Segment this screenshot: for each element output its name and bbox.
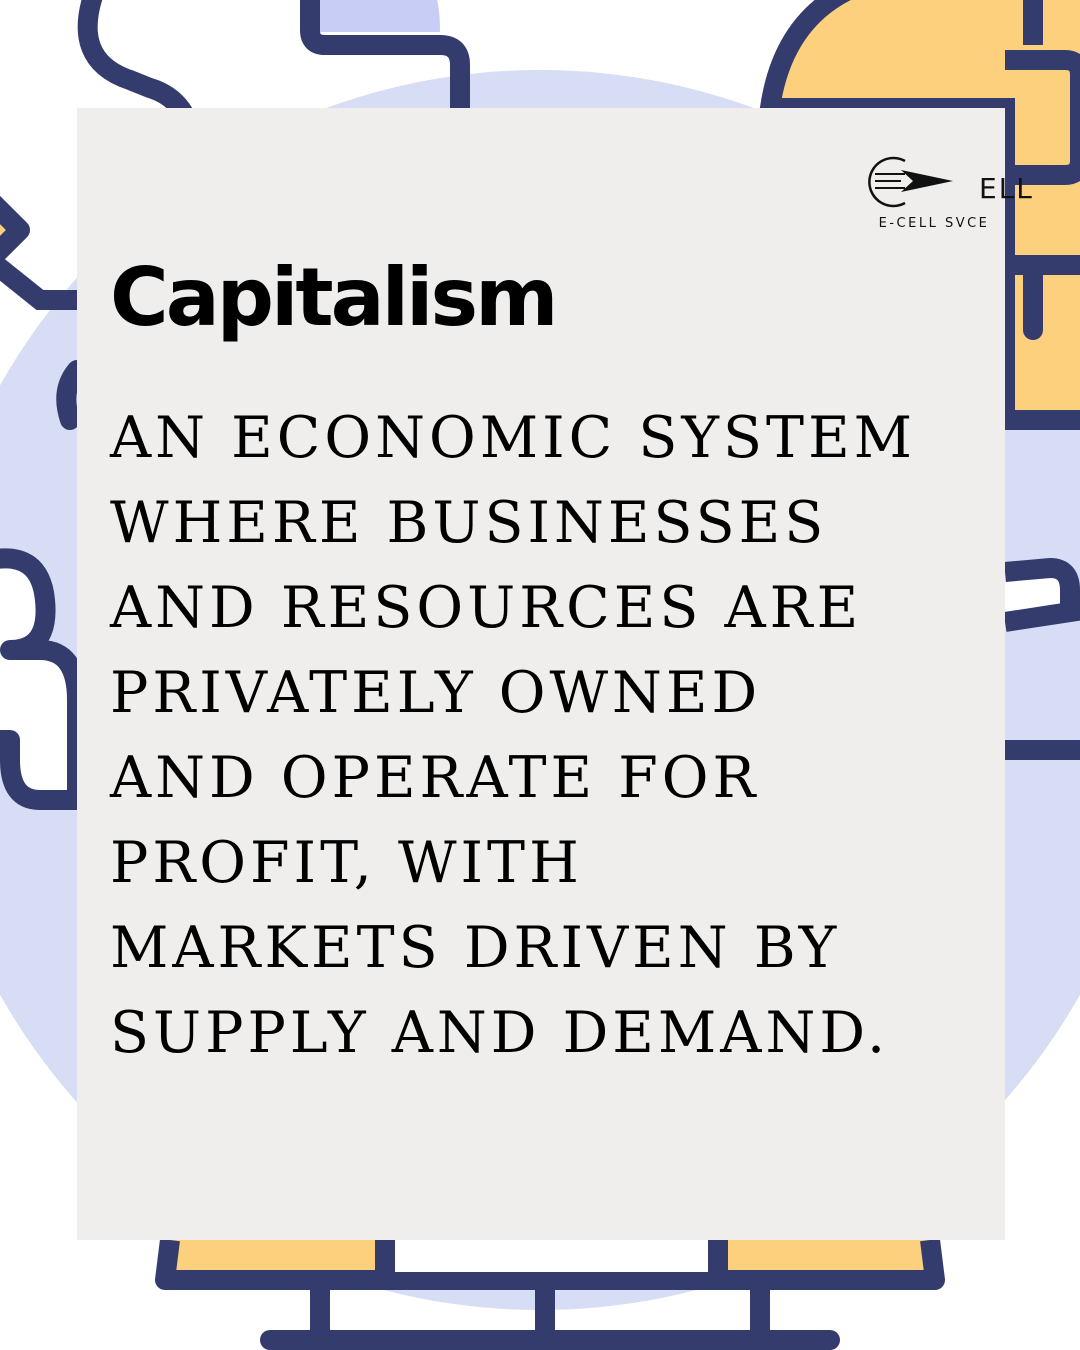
definition-line: MARKETS DRIVEN BY [110,915,841,981]
left-curve-shape [0,255,90,310]
top-document-fill [320,0,440,32]
top-document-shape [300,0,470,110]
left-bump-shape [56,360,87,430]
bulb-filament-shape [1005,50,1080,185]
definition-line: PRIVATELY OWNED [110,660,762,726]
bottom-stand-gap-left [395,1240,715,1272]
definition-text: AN ECONOMIC SYSTEM WHERE BUSINESSES AND … [110,396,1000,1076]
right-bracket-shape [1003,557,1080,632]
content-card: ELL E-CELL SVCE Capitalism AN ECONOMIC S… [77,108,1032,1240]
definition-line: AN ECONOMIC SYSTEM [110,405,917,471]
left-arrow-shape [0,195,30,265]
ecell-logo: ELL E-CELL SVCE [861,152,1032,242]
definition-line: WHERE BUSINESSES [110,490,828,556]
left-hand-shape [0,548,87,810]
definition-line: AND RESOURCES ARE [110,575,863,641]
logo-wordmark: ELL [979,172,1034,205]
bulb-body-shape [758,0,1080,430]
logo-caption: E-CELL SVCE [878,216,990,231]
paper-plane-circle-icon [868,156,953,208]
definition-line: PROFIT, WITH [110,830,583,896]
definition-line: SUPPLY AND DEMAND. [110,1000,890,1066]
bottom-legs-shape [310,1280,770,1330]
definition-line: AND OPERATE FOR [110,745,760,811]
post-title: Capitalism [110,251,558,344]
